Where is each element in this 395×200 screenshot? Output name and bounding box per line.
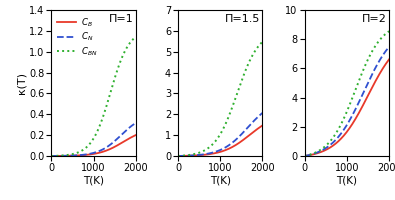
Legend: $C_B$, $C_N$, $C_{BN}$: $C_B$, $C_N$, $C_{BN}$ xyxy=(56,14,99,60)
X-axis label: T(K): T(K) xyxy=(210,176,231,186)
Text: Π=2: Π=2 xyxy=(362,14,387,24)
Y-axis label: κ(T): κ(T) xyxy=(16,72,26,94)
X-axis label: T(K): T(K) xyxy=(83,176,104,186)
X-axis label: T(K): T(K) xyxy=(337,176,357,186)
Text: Π=1: Π=1 xyxy=(109,14,133,24)
Text: Π=1.5: Π=1.5 xyxy=(224,14,260,24)
